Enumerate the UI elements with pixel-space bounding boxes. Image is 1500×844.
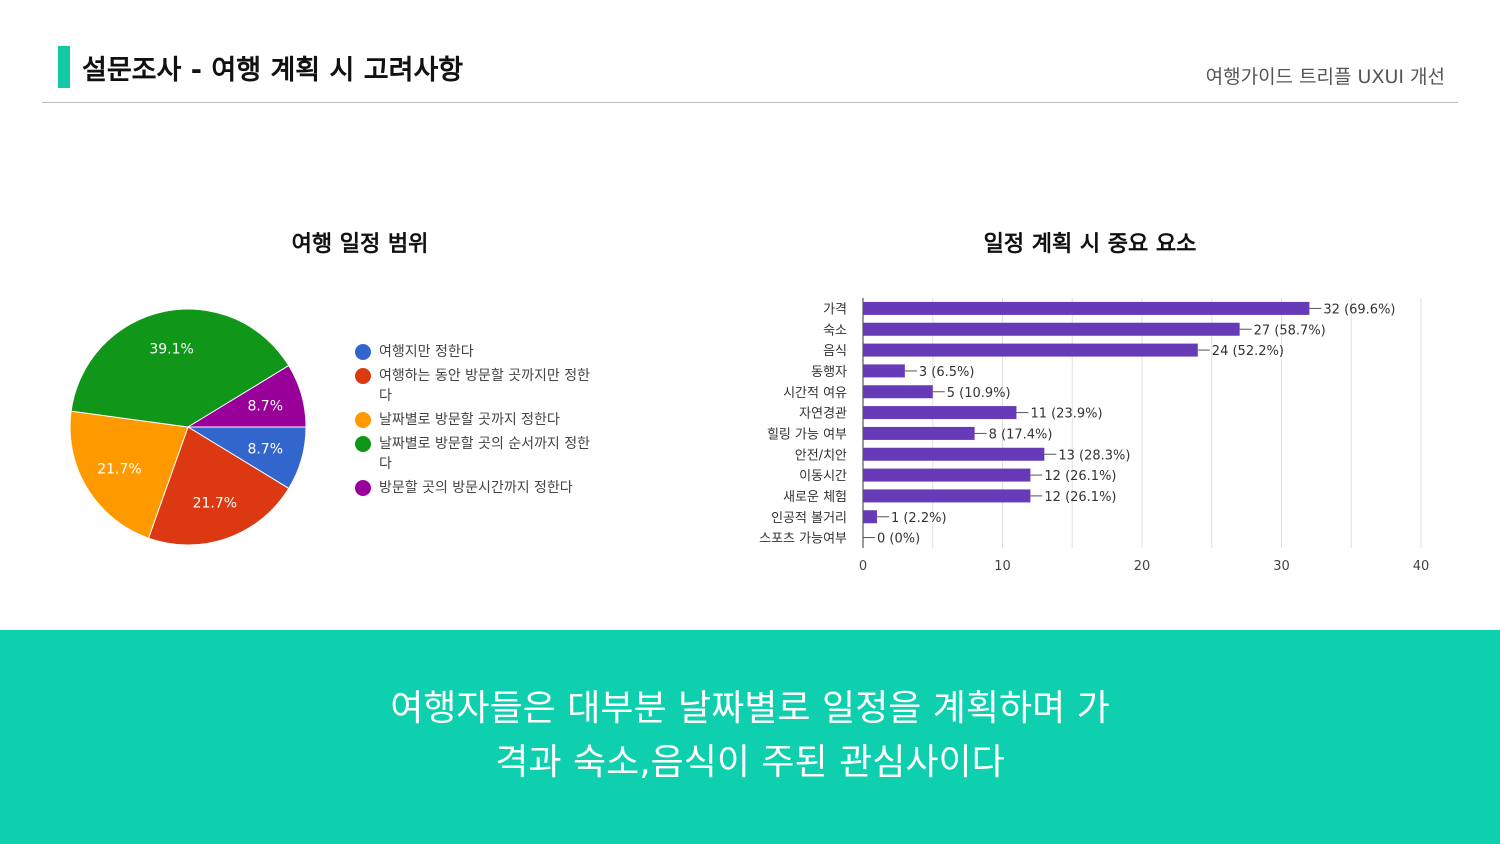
legend-item: 여행하는 동안 방문할 곳까지만 정한 다 bbox=[355, 366, 645, 406]
x-tick-label: 10 bbox=[994, 559, 1011, 574]
bar-value-label: 27 (58.7%) bbox=[1254, 323, 1326, 338]
page-title: 설문조사 - 여행 계획 시 고려사항 bbox=[82, 55, 464, 86]
bar bbox=[863, 406, 1017, 420]
bar-category-label: 자연경관 bbox=[799, 407, 847, 422]
legend-color-dot bbox=[355, 436, 371, 452]
bar-chart: 0 10 20 30 40 가격 32 (69.6%) 숙소 27 (58.7%) 음식 24 (5… bbox=[759, 298, 1430, 574]
bar-value-label: 3 (6.5%) bbox=[919, 365, 975, 380]
legend-color-dot bbox=[355, 344, 371, 360]
bar-value-label: 11 (23.9%) bbox=[1030, 407, 1102, 422]
bar-value-label: 24 (52.2%) bbox=[1212, 344, 1284, 359]
summary-line-1: 여행자들은 대부분 날짜별로 일정을 계획하며 가 bbox=[390, 688, 1110, 729]
page-subtitle: 여행가이드 트리플 UXUI 개선 bbox=[1205, 66, 1445, 88]
bar-category-label: 시간적 여유 bbox=[783, 386, 847, 401]
pie-slice bbox=[186, 364, 307, 428]
bar-category-label: 이동시간 bbox=[799, 469, 847, 484]
bar-category-label: 음식 bbox=[823, 344, 847, 359]
legend-item: 날짜별로 방문할 곳의 순서까지 정한 다 bbox=[355, 434, 645, 474]
bar-category-label: 동행자 bbox=[811, 364, 847, 380]
bar-category-label: 새로운 체험 bbox=[783, 490, 847, 505]
bar bbox=[863, 343, 1198, 357]
bar-category-label: 인공적 볼거리 bbox=[771, 511, 847, 526]
bar-category-label: 안전/치안 bbox=[795, 448, 847, 463]
summary-text: 여행자들은 대부분 날짜별로 일정을 계획하며 가 격과 숙소,음식이 주된 관… bbox=[250, 682, 1250, 790]
legend-label: 여행지만 정한다 bbox=[379, 344, 474, 360]
pie-slice-label: 21.7% bbox=[97, 462, 141, 478]
bar-value-label: 32 (69.6%) bbox=[1323, 302, 1395, 317]
pie-slice-label: 39.1% bbox=[149, 341, 193, 357]
pie-chart-title: 여행 일정 범위 bbox=[291, 232, 429, 257]
pie-slice-label: 8.7% bbox=[247, 398, 283, 414]
x-tick-label: 40 bbox=[1413, 559, 1430, 574]
bar-value-label: 1 (2.2%) bbox=[891, 511, 947, 526]
bar-category-label: 힐링 가능 여부 bbox=[767, 427, 847, 442]
bar-category-label: 가격 bbox=[823, 302, 847, 317]
legend-label: 방문할 곳의 방문시간까지 정한다 bbox=[379, 480, 573, 496]
legend-item: 여행지만 정한다 bbox=[355, 342, 645, 362]
pie-slice-label: 21.7% bbox=[193, 496, 237, 512]
legend-label: 날짜별로 방문할 곳까지 정한다 bbox=[379, 412, 560, 428]
bar-value-label: 13 (28.3%) bbox=[1058, 448, 1130, 463]
bar bbox=[863, 301, 1310, 315]
x-tick-label: 0 bbox=[859, 559, 867, 574]
bar bbox=[863, 385, 933, 399]
bar-value-label: 8 (17.4%) bbox=[989, 427, 1053, 442]
header-accent-bar bbox=[58, 46, 70, 88]
legend-label: 날짜별로 방문할 곳의 순서까지 정한 다 bbox=[379, 436, 590, 472]
pie-slice bbox=[69, 410, 189, 539]
bar bbox=[863, 510, 877, 524]
bar-chart-title: 일정 계획 시 중요 요소 bbox=[983, 232, 1197, 257]
bar bbox=[863, 489, 1031, 503]
legend-color-dot bbox=[355, 368, 371, 384]
bar bbox=[863, 468, 1031, 482]
legend-item: 날짜별로 방문할 곳까지 정한다 bbox=[355, 410, 645, 430]
bar bbox=[863, 364, 905, 378]
pie-chart: 8.7% 21.7% 21.7% 39.1% 8.7% bbox=[69, 308, 307, 546]
header-divider bbox=[42, 102, 1458, 103]
pie-slice bbox=[70, 308, 290, 428]
pie-slice bbox=[147, 426, 290, 546]
legend-color-dot bbox=[355, 412, 371, 428]
bar-value-label: 0 (0%) bbox=[877, 532, 920, 547]
bar bbox=[863, 447, 1045, 461]
legend-label: 여행하는 동안 방문할 곳까지만 정한 다 bbox=[379, 368, 590, 404]
summary-line-2: 격과 숙소,음식이 주된 관심사이다 bbox=[495, 742, 1005, 783]
pie-slice-label: 8.7% bbox=[247, 442, 283, 458]
bar-value-label: 12 (26.1%) bbox=[1044, 490, 1116, 505]
bar-value-label: 5 (10.9%) bbox=[947, 386, 1011, 401]
bar-value-label: 12 (26.1%) bbox=[1044, 469, 1116, 484]
bar-category-label: 숙소 bbox=[823, 323, 847, 338]
x-tick-label: 30 bbox=[1273, 559, 1290, 574]
summary-banner bbox=[0, 630, 1500, 844]
bar-category-label: 스포츠 가능여부 bbox=[759, 532, 847, 547]
x-tick-label: 20 bbox=[1134, 559, 1151, 574]
bar bbox=[863, 322, 1240, 336]
legend-color-dot bbox=[355, 480, 371, 496]
legend-item: 방문할 곳의 방문시간까지 정한다 bbox=[355, 478, 645, 498]
bar bbox=[863, 426, 975, 440]
